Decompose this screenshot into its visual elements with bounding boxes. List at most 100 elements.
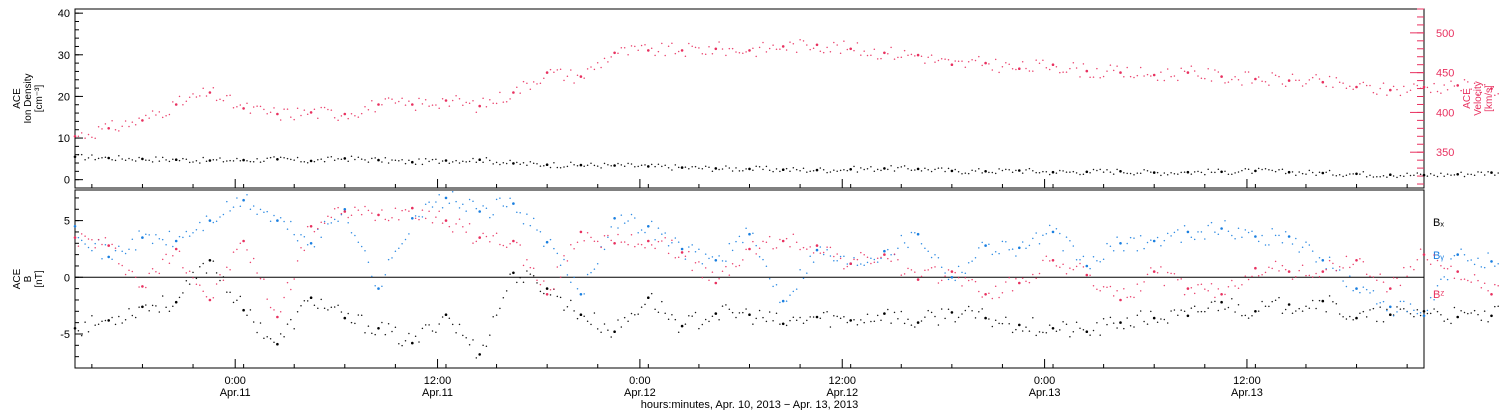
data-point (950, 311, 954, 314)
data-point (815, 248, 819, 252)
trace-dot (1069, 267, 1071, 269)
trace-dot (435, 201, 437, 203)
trace-dot (435, 331, 437, 333)
trace-dot (337, 157, 339, 160)
trace-dot (151, 161, 154, 163)
data-point (1287, 235, 1291, 238)
trace-dot (192, 161, 194, 163)
trace-dot (97, 323, 100, 326)
trace-dot (576, 288, 579, 290)
trace-dot (637, 243, 639, 245)
trace-dot (124, 252, 127, 255)
trace-dot (856, 42, 859, 44)
trace-dot (1136, 314, 1139, 316)
trace-dot (516, 211, 518, 214)
trace-dot (367, 325, 370, 327)
trace-dot (1059, 232, 1061, 235)
trace-dot (185, 158, 188, 161)
trace-dot (563, 254, 565, 257)
trace-dot (256, 213, 258, 215)
trace-dot (566, 165, 569, 168)
trace-dot (833, 255, 835, 258)
trace-dot (731, 263, 734, 265)
trace-dot (1483, 282, 1486, 284)
trace-dot (556, 295, 559, 298)
trace-dot (185, 272, 188, 274)
trace-dot (489, 241, 491, 243)
trace-dot (583, 315, 585, 317)
trace-dot (441, 222, 444, 224)
trace-dot (374, 111, 376, 113)
data-point (1456, 173, 1459, 176)
trace-dot (249, 261, 252, 264)
trace-dot (1382, 281, 1385, 283)
trace-dot (1180, 67, 1182, 70)
trace-dot (1062, 170, 1064, 172)
trace-dot (1338, 81, 1341, 84)
trace-dot (762, 316, 764, 319)
trace-dot (158, 160, 161, 162)
trace-dot (219, 279, 221, 282)
trace-dot (1268, 266, 1270, 268)
data-point (73, 327, 77, 330)
trace-dot (961, 313, 963, 315)
trace-dot (775, 48, 778, 50)
trace-dot (1234, 172, 1236, 174)
trace-dot (300, 161, 302, 163)
trace-dot (812, 261, 815, 263)
bottom-panel-frame (74, 189, 1425, 369)
trace-dot (779, 301, 781, 304)
data-point (107, 255, 110, 259)
trace-dot (974, 59, 977, 62)
trace-dot (502, 101, 505, 103)
data-point (1389, 88, 1392, 92)
trace-dot (212, 296, 215, 299)
trace-dot (330, 109, 333, 111)
trace-dot (1227, 173, 1230, 175)
trace-dot (826, 171, 828, 174)
data-point (174, 247, 178, 251)
trace-dot (988, 63, 990, 65)
trace-dot (239, 159, 242, 162)
trace-dot (273, 309, 275, 311)
trace-dot (1311, 171, 1314, 174)
trace-dot (1342, 175, 1344, 178)
trace-dot (1183, 171, 1186, 173)
trace-dot (155, 233, 157, 236)
data-point (377, 158, 380, 162)
trace-dot (155, 114, 157, 116)
trace-dot (118, 154, 120, 157)
trace-dot (84, 243, 86, 245)
trace-dot (451, 99, 454, 102)
trace-dot (145, 304, 147, 306)
trace-dot (1426, 175, 1429, 177)
trace-dot (742, 241, 744, 244)
trace-dot (553, 288, 555, 290)
trace-dot (762, 240, 764, 243)
trace-dot (937, 256, 940, 259)
trace-dot (927, 56, 929, 59)
trace-dot (337, 304, 339, 306)
trace-dot (795, 168, 798, 171)
trace-dot (259, 322, 262, 324)
top-panel-data (73, 38, 1499, 179)
trace-dot (701, 53, 704, 55)
trace-dot (232, 206, 235, 208)
data-point (73, 225, 77, 228)
trace-dot (1271, 72, 1273, 74)
trace-dot (745, 227, 747, 229)
trace-dot (300, 114, 302, 117)
trace-dot (586, 231, 589, 234)
trace-dot (172, 255, 174, 257)
trace-dot (256, 157, 258, 160)
trace-dot (306, 244, 309, 246)
trace-dot (317, 158, 319, 161)
trace-dot (829, 50, 832, 53)
trace-dot (1062, 249, 1064, 252)
trace-dot (671, 241, 673, 244)
trace-dot (249, 160, 252, 163)
trace-dot (350, 155, 353, 157)
trace-dot (721, 48, 724, 50)
trace-dot (897, 247, 899, 249)
trace-dot (398, 219, 400, 221)
